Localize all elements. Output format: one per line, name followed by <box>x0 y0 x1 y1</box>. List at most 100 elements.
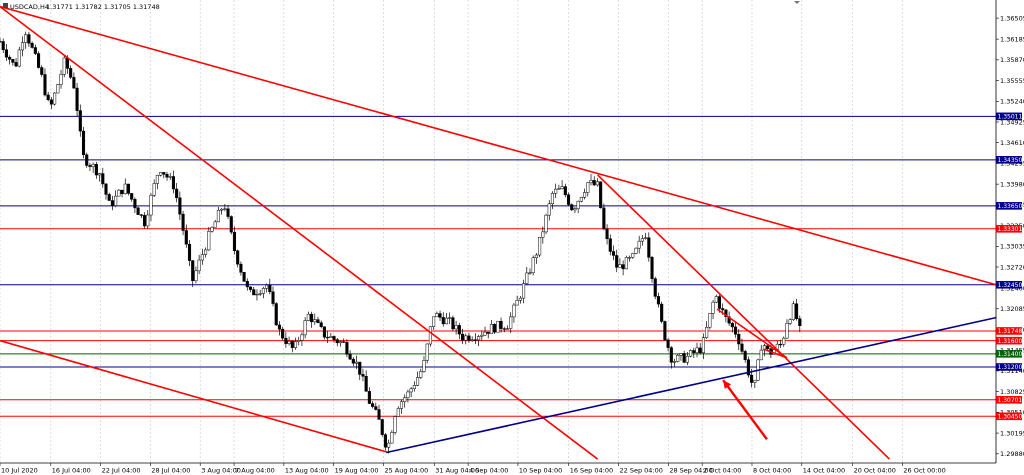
price-axis-bg <box>996 0 1024 475</box>
candle <box>383 432 387 451</box>
candle <box>608 234 612 256</box>
candle <box>367 387 371 404</box>
candle-body <box>785 323 789 339</box>
candle <box>59 69 63 89</box>
candle-body <box>223 208 227 210</box>
level-label: 1.31748 <box>996 327 1022 335</box>
time-tick-label: 8 Oct 04:00 <box>753 467 791 475</box>
candle-body <box>30 42 34 48</box>
candle-body <box>17 49 21 67</box>
candle-body <box>69 68 73 78</box>
candle-body <box>306 313 310 321</box>
candle <box>261 286 265 299</box>
candle-body <box>130 193 134 200</box>
candle-body <box>656 296 661 305</box>
candle <box>14 57 18 68</box>
candle <box>798 315 802 333</box>
ohlc-quote: 1.31771 1.31782 1.31705 1.31748 <box>46 3 160 11</box>
candle <box>416 371 420 387</box>
candle-body <box>448 317 452 319</box>
candle-body <box>416 377 420 386</box>
price-tick-label: 1.31140 <box>1000 367 1024 375</box>
candle-body <box>592 180 596 186</box>
candle-body <box>62 57 66 75</box>
candle <box>329 332 333 338</box>
candle <box>560 180 564 190</box>
candle <box>322 326 326 340</box>
candle-body <box>560 186 564 189</box>
chart-shift-marker[interactable] <box>794 1 800 4</box>
level-labels: 1.35011 1.34350 1.33650 1.33301 1.32450 1.317… <box>996 112 1022 421</box>
trend-line <box>716 308 788 359</box>
price-tick-label: 1.34295 <box>1000 160 1024 168</box>
candle <box>714 294 718 304</box>
candle <box>746 356 750 378</box>
candle <box>171 170 175 194</box>
candle-body <box>149 195 153 216</box>
candle-body <box>554 188 558 194</box>
candle <box>242 272 246 282</box>
candle <box>40 65 44 77</box>
candle-body <box>126 183 131 194</box>
candle <box>354 355 359 369</box>
candle-body <box>438 313 442 318</box>
candle <box>123 178 127 195</box>
candle-body <box>682 353 686 363</box>
candle <box>576 200 580 214</box>
candle <box>316 316 320 324</box>
candle <box>493 323 497 335</box>
candle <box>142 212 147 229</box>
candle-body <box>412 385 416 390</box>
candle-body <box>624 257 628 270</box>
candle-body <box>236 250 240 265</box>
candle <box>56 83 60 94</box>
candle <box>165 171 169 181</box>
candle <box>348 350 352 360</box>
candle <box>759 344 763 361</box>
candle-body <box>117 189 121 197</box>
candle-body <box>274 303 278 326</box>
time-tick-label: 10 Jul 2020 <box>1 467 38 475</box>
candle-body <box>310 313 314 323</box>
candle-body <box>544 214 548 233</box>
candle <box>502 326 506 333</box>
candle <box>1 38 5 54</box>
candle-body <box>94 163 98 176</box>
candle-body <box>534 254 538 259</box>
time-tick-label: 28 Jul 04:00 <box>151 467 190 475</box>
candle <box>573 206 577 214</box>
candle <box>586 182 590 197</box>
candle <box>669 346 673 369</box>
candle-body <box>75 87 79 111</box>
candle-body <box>743 351 747 360</box>
candle <box>284 332 288 348</box>
candle <box>342 338 346 343</box>
candle <box>566 192 571 207</box>
candle <box>197 254 201 275</box>
candle-body <box>714 296 718 303</box>
candle-body <box>290 340 294 348</box>
time-tick-label: 16 Jul 04:00 <box>52 467 91 475</box>
time-tick-label: 22 Sep 04:00 <box>620 467 663 475</box>
candle-body <box>499 320 503 329</box>
candle <box>252 287 256 296</box>
candle <box>91 162 95 173</box>
candle-body <box>701 337 705 354</box>
candle-body <box>197 259 201 272</box>
candle <box>599 181 603 209</box>
candle-body <box>666 339 670 348</box>
candle-body <box>460 333 465 341</box>
candle-body <box>505 328 510 330</box>
candle-body <box>599 181 603 209</box>
candle <box>313 313 317 325</box>
candle <box>130 192 134 202</box>
candle <box>248 286 253 293</box>
candle-body <box>242 272 246 282</box>
level-label: 1.33650 <box>996 202 1022 210</box>
candle-body <box>528 272 532 274</box>
candle-body <box>557 188 561 190</box>
candle-body <box>313 319 317 323</box>
candle-body <box>615 255 619 268</box>
candle <box>570 203 574 211</box>
